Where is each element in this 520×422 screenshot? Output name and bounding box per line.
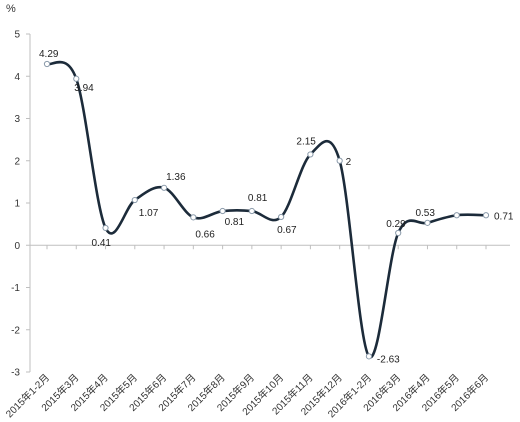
data-label: 1.36 bbox=[166, 172, 186, 183]
data-point bbox=[73, 75, 80, 82]
data-point bbox=[278, 213, 285, 221]
data-point bbox=[102, 224, 109, 232]
data-label: 0.41 bbox=[92, 238, 112, 249]
data-point bbox=[43, 60, 51, 68]
y-tick-label: 2 bbox=[14, 156, 20, 167]
y-tick-label: 1 bbox=[14, 199, 20, 210]
data-point bbox=[336, 157, 343, 164]
data-point bbox=[365, 353, 373, 360]
x-axis-ticks: 2015年1-2月2015年3月2015年4月2015年5月2015年6月201… bbox=[3, 245, 491, 420]
data-label: 0.71 bbox=[494, 211, 514, 222]
data-label: 0.81 bbox=[248, 193, 268, 204]
y-axis-unit-label: % bbox=[6, 3, 16, 15]
y-tick-label: -1 bbox=[11, 283, 20, 294]
data-label: 0.66 bbox=[195, 229, 215, 240]
data-label: 1.07 bbox=[139, 208, 159, 219]
data-point bbox=[453, 212, 460, 219]
data-label: 0.29 bbox=[386, 219, 406, 230]
data-point bbox=[307, 151, 314, 158]
data-label: 0.81 bbox=[225, 217, 245, 228]
data-label: 0.53 bbox=[415, 208, 435, 219]
data-labels: 4.29 3.94 0.41 1.07 1.36 0.66 0.81 0.81 0.67 2.15… bbox=[39, 49, 514, 365]
y-axis-ticks: 5 4 3 2 1 0 -1 -2 -3 bbox=[11, 30, 30, 379]
data-point bbox=[248, 207, 255, 215]
data-point bbox=[131, 196, 138, 204]
data-point bbox=[482, 212, 490, 219]
data-point bbox=[395, 229, 402, 237]
y-tick-label: -2 bbox=[11, 325, 20, 336]
data-point bbox=[190, 214, 197, 221]
data-label: -2.63 bbox=[377, 354, 400, 365]
y-tick-label: 4 bbox=[14, 72, 20, 83]
data-label: 2.15 bbox=[296, 136, 316, 147]
data-points bbox=[43, 60, 490, 360]
data-label: 4.29 bbox=[39, 49, 59, 60]
data-point bbox=[219, 207, 226, 215]
data-label: 2 bbox=[346, 157, 352, 168]
y-tick-label: 3 bbox=[14, 114, 20, 125]
data-label: 0.67 bbox=[277, 225, 297, 236]
data-point bbox=[424, 219, 431, 226]
y-tick-label: 0 bbox=[14, 241, 20, 252]
data-label: 3.94 bbox=[74, 83, 94, 94]
data-point bbox=[160, 184, 168, 191]
y-tick-label: -3 bbox=[11, 368, 20, 379]
y-tick-label: 5 bbox=[14, 30, 20, 41]
